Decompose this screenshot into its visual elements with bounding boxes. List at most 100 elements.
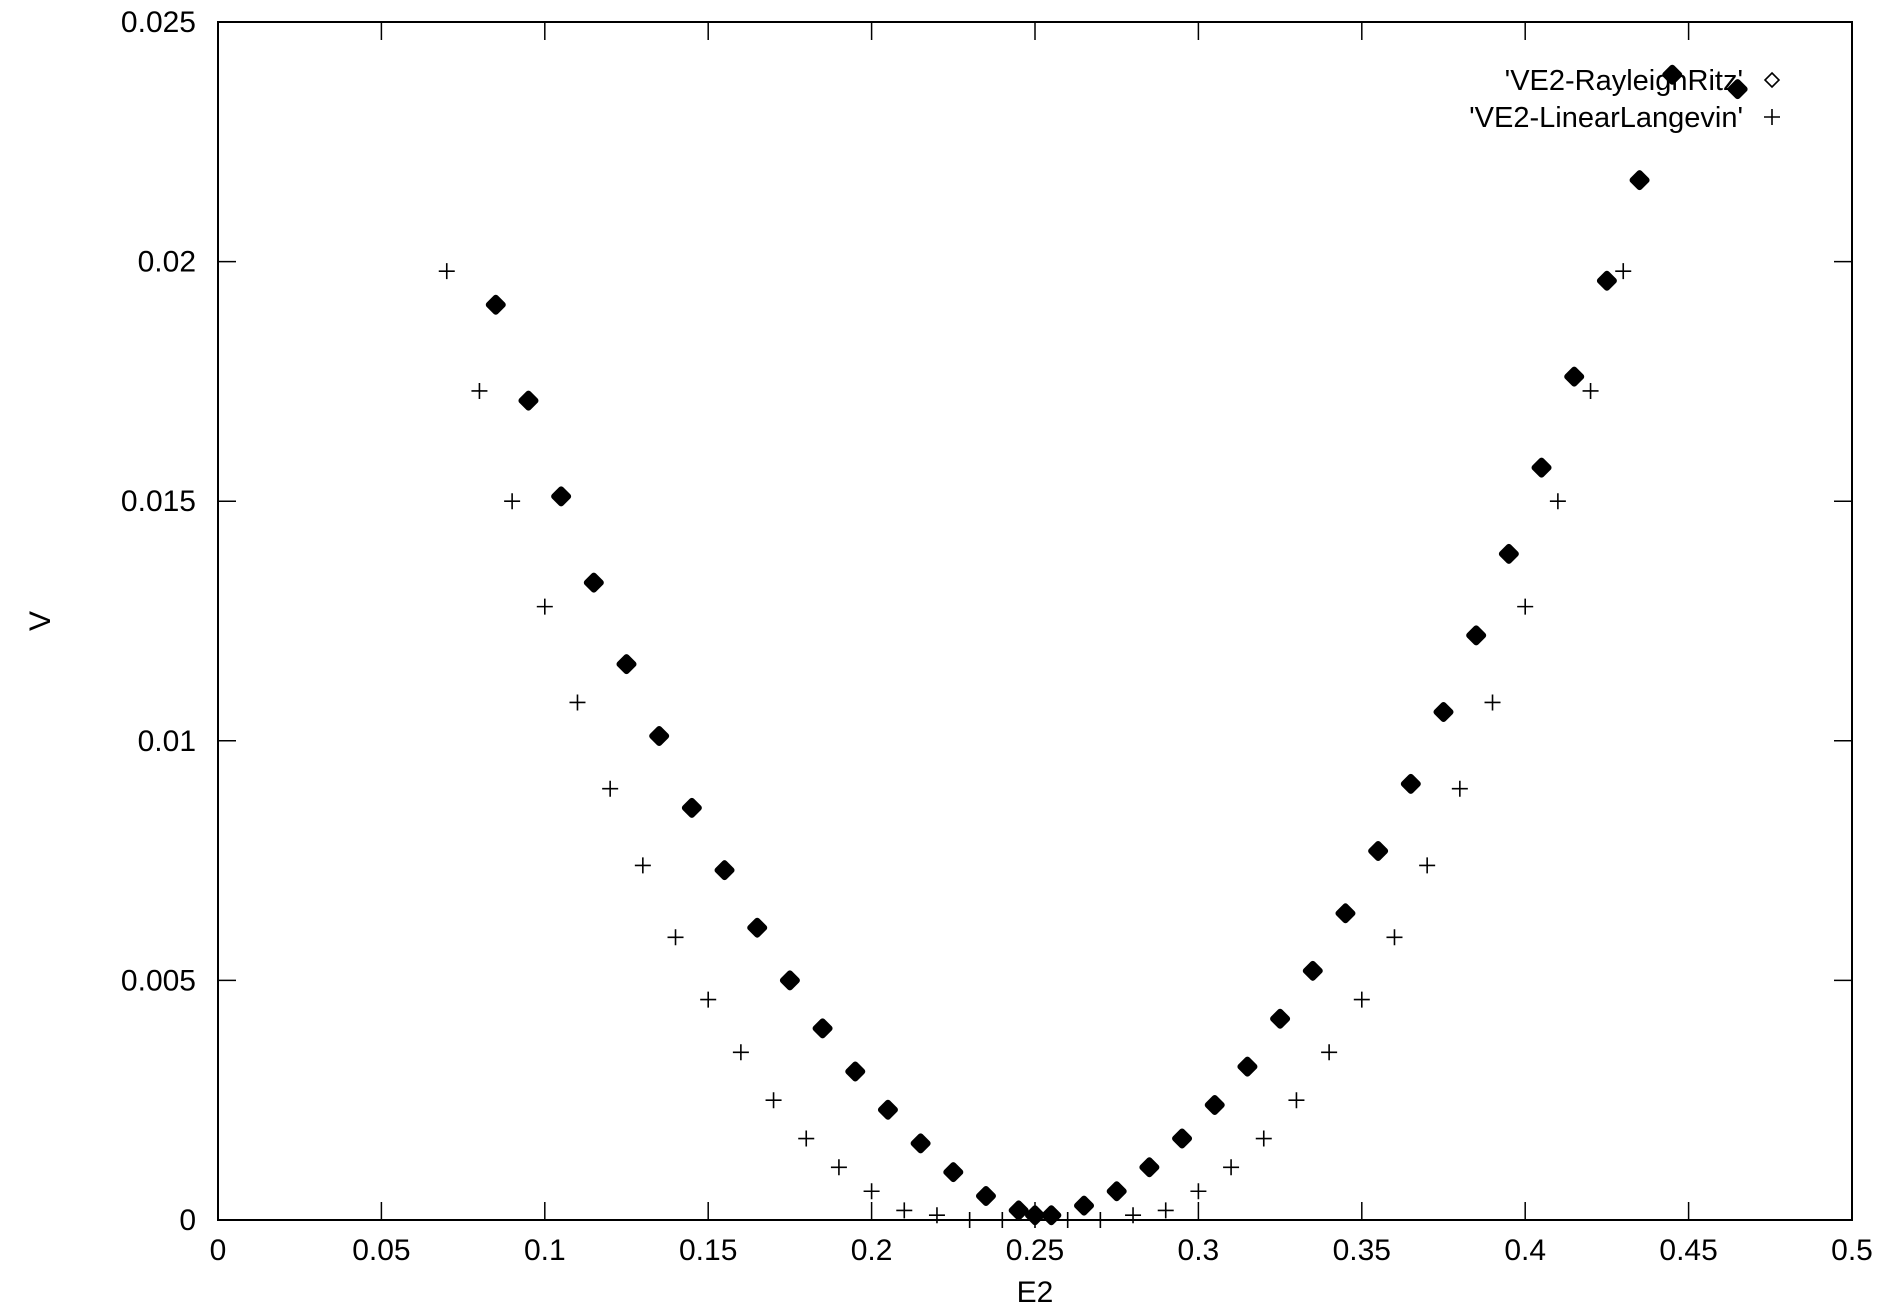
legend: 'VE2-RayleighRitz' 'VE2-LinearLangevin' — [1469, 65, 1781, 134]
data-point — [1321, 1044, 1338, 1061]
data-point — [667, 929, 684, 946]
data-point — [602, 780, 619, 797]
y-axis-label: V — [24, 611, 57, 631]
data-point — [1629, 170, 1650, 191]
data-point — [536, 598, 553, 615]
data-point — [616, 654, 637, 675]
data-point — [830, 1159, 847, 1176]
data-point — [765, 1092, 782, 1109]
data-point — [975, 1186, 996, 1207]
data-point — [1517, 598, 1534, 615]
data-point — [1172, 1128, 1193, 1149]
data-point — [1582, 382, 1599, 399]
data-point — [1255, 1130, 1272, 1147]
x-tick-label: 0.45 — [1659, 1234, 1717, 1267]
x-tick-label: 0.25 — [1006, 1234, 1064, 1267]
data-point — [1074, 1195, 1095, 1216]
plot-frame — [217, 21, 1853, 1221]
data-point — [798, 1130, 815, 1147]
x-tick-label: 0.2 — [851, 1234, 893, 1267]
data-point — [1008, 1200, 1029, 1221]
y-tick-label: 0.025 — [121, 6, 196, 39]
data-point — [649, 726, 670, 747]
legend-label: 'VE2-RayleighRitz' — [1505, 65, 1743, 97]
data-point — [1596, 270, 1617, 291]
data-point — [1204, 1094, 1225, 1115]
data-point — [1466, 625, 1487, 646]
data-point — [1288, 1092, 1305, 1109]
data-point — [1237, 1056, 1258, 1077]
data-point — [779, 970, 800, 991]
x-tick-label: 0 — [210, 1234, 227, 1267]
data-point — [1531, 457, 1552, 478]
data-point — [1368, 841, 1389, 862]
data-point — [583, 572, 604, 593]
data-point — [1157, 1202, 1174, 1219]
x-axis-label: E2 — [1017, 1276, 1054, 1309]
x-tick-label: 0.05 — [352, 1234, 410, 1267]
x-tick-label: 0.3 — [1178, 1234, 1220, 1267]
data-point — [551, 486, 572, 507]
data-point — [1270, 1008, 1291, 1029]
plot-border — [217, 21, 1853, 1221]
data-point — [471, 382, 488, 399]
data-point — [896, 1202, 913, 1219]
data-point — [1190, 1183, 1207, 1200]
data-point — [732, 1044, 749, 1061]
series-2 — [438, 263, 1632, 1228]
series-1 — [485, 64, 1748, 1226]
axis-ticks: 0 0.05 0.1 0.15 0.2 0.25 0.3 0.35 0.4 0.45 0.5 0 0.0… — [121, 6, 1873, 1267]
data-point — [1400, 773, 1421, 794]
x-tick-label: 0.15 — [679, 1234, 737, 1267]
data-point — [747, 917, 768, 938]
data-point — [1027, 1212, 1043, 1228]
data-point — [485, 294, 506, 315]
data-point — [1549, 493, 1566, 510]
data-point — [910, 1133, 931, 1154]
data-point — [1106, 1181, 1127, 1202]
data-point — [1223, 1159, 1240, 1176]
data-point — [1451, 780, 1468, 797]
data-point — [1433, 702, 1454, 723]
legend-marker — [1763, 71, 1781, 89]
data-point — [812, 1018, 833, 1039]
y-tick-label: 0 — [179, 1204, 196, 1237]
data-layer — [438, 64, 1748, 1228]
data-point — [943, 1162, 964, 1183]
data-point — [518, 390, 539, 411]
data-point — [1335, 903, 1356, 924]
data-point — [994, 1212, 1011, 1228]
y-tick-label: 0.01 — [138, 725, 196, 758]
data-point — [714, 860, 735, 881]
legend-label: 'VE2-LinearLangevin' — [1469, 102, 1743, 134]
data-point — [1564, 366, 1585, 387]
y-tick-label: 0.005 — [121, 964, 196, 997]
x-tick-label: 0.4 — [1504, 1234, 1546, 1267]
data-point — [877, 1099, 898, 1120]
data-point — [1125, 1207, 1142, 1224]
legend-marker — [1764, 109, 1780, 125]
x-tick-label: 0.1 — [524, 1234, 566, 1267]
data-point — [569, 694, 586, 711]
data-point — [928, 1207, 945, 1224]
data-point — [1092, 1212, 1109, 1228]
data-point — [1059, 1212, 1076, 1228]
data-point — [863, 1183, 880, 1200]
data-point — [1302, 960, 1323, 981]
data-point — [1041, 1205, 1062, 1226]
data-point — [1727, 79, 1748, 100]
data-point — [1353, 991, 1370, 1008]
data-point — [1484, 694, 1501, 711]
data-point — [845, 1061, 866, 1082]
y-tick-label: 0.015 — [121, 485, 196, 518]
data-point — [438, 263, 455, 280]
x-tick-label: 0.5 — [1831, 1234, 1873, 1267]
data-point — [1419, 857, 1436, 874]
data-point — [1139, 1157, 1160, 1178]
x-tick-label: 0.35 — [1333, 1234, 1391, 1267]
data-point — [961, 1212, 978, 1228]
data-point — [700, 991, 717, 1008]
data-point — [504, 493, 521, 510]
data-point — [1498, 543, 1519, 564]
